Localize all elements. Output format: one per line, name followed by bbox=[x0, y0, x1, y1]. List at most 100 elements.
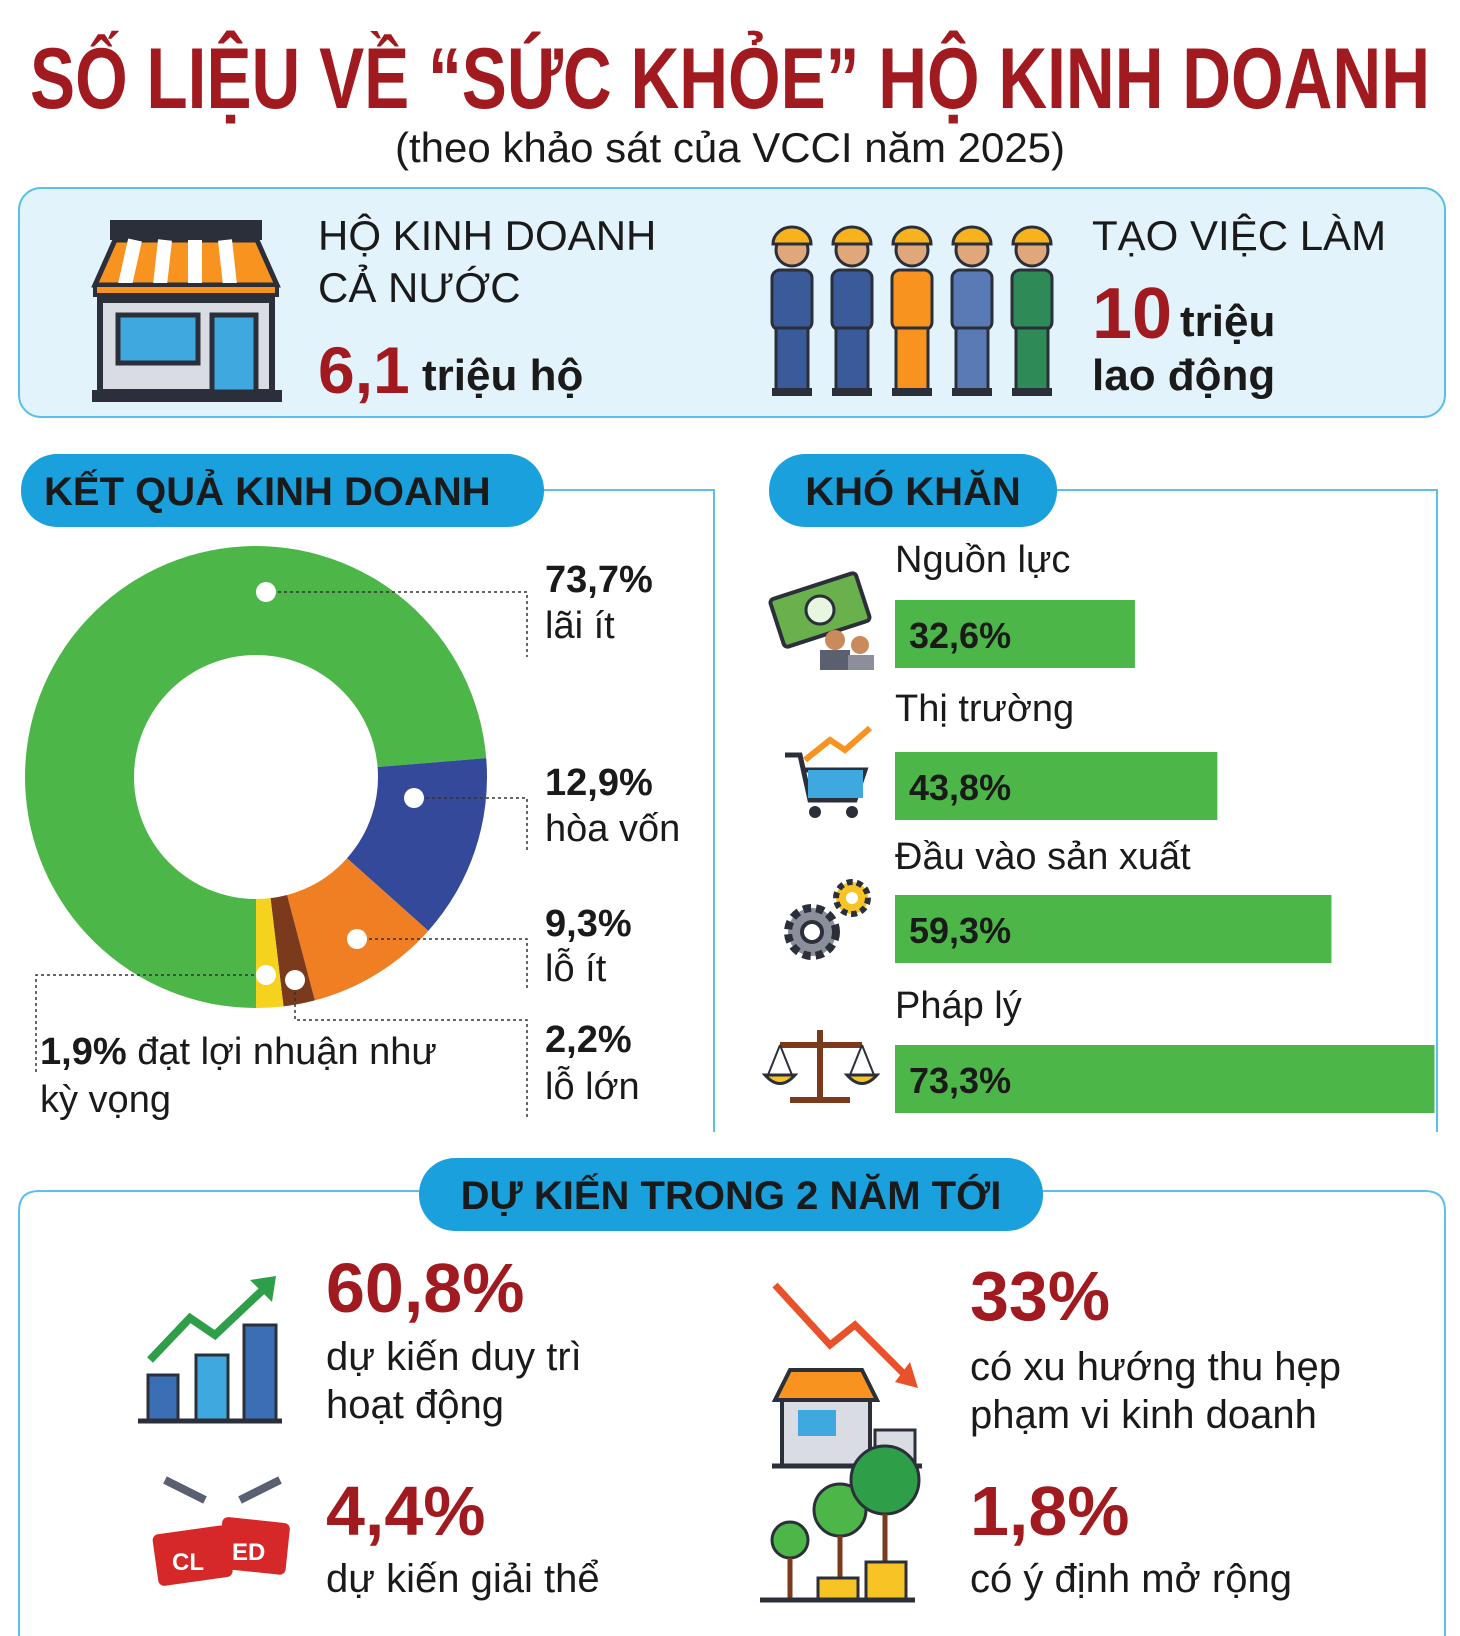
forecast-text: phạm vi kinh doanh bbox=[970, 1393, 1317, 1437]
title: SỐ LIỆU VỀ “SỨC KHỎE” HỘ KINH DOANH bbox=[30, 31, 1430, 127]
section-title: KẾT QUẢ KINH DOANH bbox=[44, 468, 491, 514]
donut-segment bbox=[24, 546, 487, 1008]
forecast-value: 33% bbox=[970, 1257, 1110, 1335]
stat-value: 10 bbox=[1092, 274, 1172, 354]
section-pill bbox=[21, 454, 544, 527]
worker-helmet bbox=[771, 225, 813, 246]
category-label: lãi ít bbox=[545, 605, 615, 647]
worker-legs bbox=[774, 326, 810, 392]
category-label: Pháp lý bbox=[895, 985, 1022, 1027]
worker-body bbox=[770, 268, 814, 332]
stat-unit: triệu bbox=[1180, 297, 1275, 346]
forecast-value: 4,4% bbox=[326, 1472, 486, 1550]
worker-body bbox=[830, 268, 874, 332]
forecast-value: 60,8% bbox=[326, 1249, 524, 1327]
worker-body bbox=[1010, 268, 1054, 332]
worker-helmet bbox=[891, 225, 933, 246]
worker-legs bbox=[834, 326, 870, 392]
leader-line bbox=[414, 797, 528, 850]
worker-body bbox=[950, 268, 994, 332]
forecast-text: dự kiến duy trì bbox=[326, 1335, 582, 1379]
value-label: 73,7% bbox=[545, 559, 653, 601]
section-pill bbox=[419, 1158, 1043, 1231]
worker-helmet bbox=[951, 225, 993, 246]
worker-boots bbox=[832, 388, 872, 396]
forecast-text: có xu hướng thu hẹp bbox=[970, 1345, 1341, 1389]
section-title: DỰ KIẾN TRONG 2 NĂM TỚI bbox=[461, 1172, 1002, 1218]
value-label: 1,9% bbox=[40, 1031, 127, 1073]
shrink-icon bbox=[771, 1282, 922, 1469]
panel-border bbox=[18, 1190, 1446, 1636]
stat-label: CẢ NƯỚC bbox=[318, 263, 521, 311]
leader-line bbox=[266, 591, 528, 657]
bar bbox=[895, 1045, 1435, 1113]
stat-unit: triệu hộ bbox=[422, 351, 583, 400]
category-label: lỗ ít bbox=[545, 947, 607, 990]
value-label: 32,6% bbox=[909, 615, 1011, 656]
panel-border bbox=[540, 489, 715, 1132]
worker-helmet bbox=[831, 225, 873, 246]
label-dot bbox=[347, 929, 367, 949]
worker-boots bbox=[772, 388, 812, 396]
forecast-text: dự kiến giải thể bbox=[326, 1557, 600, 1601]
category-label: hòa vốn bbox=[545, 808, 680, 850]
bar bbox=[895, 600, 1135, 668]
forecast-text: có ý định mở rộng bbox=[970, 1557, 1292, 1601]
worker-boots bbox=[952, 388, 992, 396]
worker-legs bbox=[954, 326, 990, 392]
label-dot bbox=[285, 970, 305, 990]
svg-text:CL: CL bbox=[172, 1549, 204, 1576]
svg-text:ED: ED bbox=[232, 1539, 265, 1566]
expand-icon bbox=[760, 1444, 921, 1603]
category-label: Thị trường bbox=[895, 688, 1074, 730]
value-label: 43,8% bbox=[909, 767, 1011, 808]
category-label: lỗ lớn bbox=[545, 1065, 640, 1108]
stat-unit: lao động bbox=[1092, 351, 1275, 400]
category-label: Đầu vào sản xuất bbox=[895, 836, 1191, 878]
stat-label: HỘ KINH DOANH bbox=[318, 212, 656, 259]
leader-line bbox=[357, 938, 528, 990]
worker-boots bbox=[1012, 388, 1052, 396]
stat-label: TẠO VIỆC LÀM bbox=[1092, 212, 1386, 259]
category-label: đạt lợi nhuận như kỳ vọng bbox=[40, 1031, 437, 1121]
worker-legs bbox=[1014, 326, 1050, 392]
shop-icon bbox=[91, 220, 282, 402]
scale-icon bbox=[761, 1030, 881, 1103]
summary-box bbox=[18, 187, 1446, 418]
value-label: 73,3% bbox=[909, 1060, 1011, 1101]
closed-icon: CL ED bbox=[152, 1476, 290, 1586]
gears-icon bbox=[784, 879, 871, 960]
label-dot bbox=[256, 582, 276, 602]
category-label: Nguồn lực bbox=[895, 539, 1070, 581]
value-label: 9,3% bbox=[545, 903, 632, 945]
label-dot bbox=[256, 965, 276, 985]
bar bbox=[895, 752, 1218, 820]
panel-border bbox=[1050, 489, 1438, 1132]
growth-icon bbox=[138, 1276, 282, 1424]
section-pill bbox=[769, 454, 1057, 527]
donut-label: 1,9% đạt lợi nhuận như kỳ vọng bbox=[40, 1028, 440, 1124]
cart-icon bbox=[785, 725, 872, 818]
worker-helmet bbox=[1011, 225, 1053, 246]
value-label: 12,9% bbox=[545, 762, 653, 804]
worker-legs bbox=[894, 326, 930, 392]
workers-icon bbox=[770, 225, 1054, 396]
section-title: KHÓ KHĂN bbox=[805, 468, 1021, 514]
label-dot bbox=[404, 788, 424, 808]
value-label: 2,2% bbox=[545, 1019, 632, 1061]
leader-line bbox=[35, 974, 266, 1075]
money-icon bbox=[768, 571, 874, 670]
forecast-value: 1,8% bbox=[970, 1472, 1130, 1550]
worker-body bbox=[890, 268, 934, 332]
leader-line bbox=[294, 980, 528, 1118]
donut-segment bbox=[347, 758, 487, 931]
worker-boots bbox=[892, 388, 932, 396]
value-label: 59,3% bbox=[909, 910, 1011, 951]
bar bbox=[895, 895, 1332, 963]
stat-value: 6,1 bbox=[318, 333, 410, 407]
forecast-text: hoạt động bbox=[326, 1383, 504, 1427]
subtitle: (theo khảo sát của VCCI năm 2025) bbox=[395, 124, 1065, 171]
